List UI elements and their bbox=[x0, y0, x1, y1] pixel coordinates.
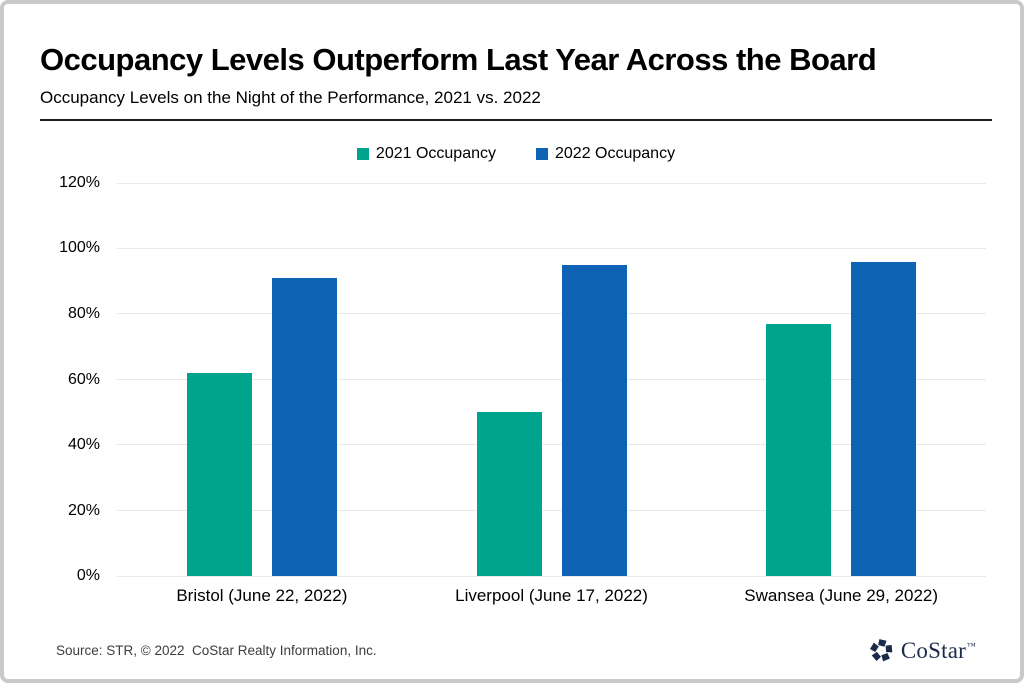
y-tick-label: 0% bbox=[76, 567, 100, 584]
legend-swatch bbox=[536, 148, 548, 160]
gridline bbox=[117, 247, 986, 249]
y-tick-label: 60% bbox=[67, 370, 100, 388]
gridline bbox=[117, 575, 986, 577]
y-tick-label: 80% bbox=[67, 304, 100, 322]
legend-item: 2021 Occupancy bbox=[356, 145, 496, 163]
bar-2021 bbox=[476, 412, 542, 576]
bar-2021 bbox=[766, 323, 832, 576]
y-tick-label: 100% bbox=[59, 239, 100, 257]
plot-area bbox=[117, 182, 986, 577]
x-category-label: Bristol (June 22, 2022) bbox=[176, 586, 348, 605]
y-axis: 120% 100% 80% 60% 40% 20% 0% bbox=[40, 174, 100, 584]
bar-2021 bbox=[186, 372, 252, 576]
gridline bbox=[117, 182, 986, 184]
chart-legend: 2021 Occupancy 2022 Occupancy bbox=[40, 145, 992, 163]
header-divider-line bbox=[40, 119, 992, 121]
x-axis-category-labels: Bristol (June 22, 2022) Liverpool (June 1… bbox=[117, 586, 986, 606]
x-category-label: Liverpool (June 17, 2022) bbox=[455, 586, 648, 605]
legend-label: 2022 Occupancy bbox=[555, 145, 676, 162]
legend-swatch bbox=[356, 148, 369, 160]
y-tick-label: 20% bbox=[67, 501, 100, 519]
gridline bbox=[117, 444, 986, 446]
source-attribution: Source: STR, © 2022 CoStar Realty Inform… bbox=[56, 643, 377, 658]
bar-group bbox=[117, 183, 407, 576]
y-tick-label: 40% bbox=[67, 435, 100, 453]
costar-logo: CoStar™ bbox=[868, 637, 976, 664]
bar-group bbox=[407, 183, 697, 576]
gridline bbox=[117, 510, 986, 511]
bar-group bbox=[696, 183, 986, 576]
x-category-label: Swansea (June 29, 2022) bbox=[744, 586, 939, 605]
chart-subtitle: Occupancy Levels on the Night of the Per… bbox=[40, 88, 541, 107]
legend-item: 2022 Occupancy bbox=[536, 145, 675, 163]
bar-2022 bbox=[561, 264, 627, 576]
costar-logo-text: CoStar™ bbox=[900, 637, 976, 663]
costar-pinwheel-icon bbox=[869, 639, 894, 663]
bar-2022 bbox=[271, 277, 337, 576]
gridline bbox=[117, 313, 986, 315]
chart-title: Occupancy Levels Outperform Last Year Ac… bbox=[40, 42, 877, 77]
bar-series-container bbox=[117, 183, 986, 576]
trademark-symbol: ™ bbox=[966, 640, 976, 651]
bar-2022 bbox=[851, 261, 917, 576]
y-tick-label: 120% bbox=[59, 174, 100, 191]
legend-label: 2021 Occupancy bbox=[375, 145, 496, 162]
gridline bbox=[117, 379, 986, 380]
